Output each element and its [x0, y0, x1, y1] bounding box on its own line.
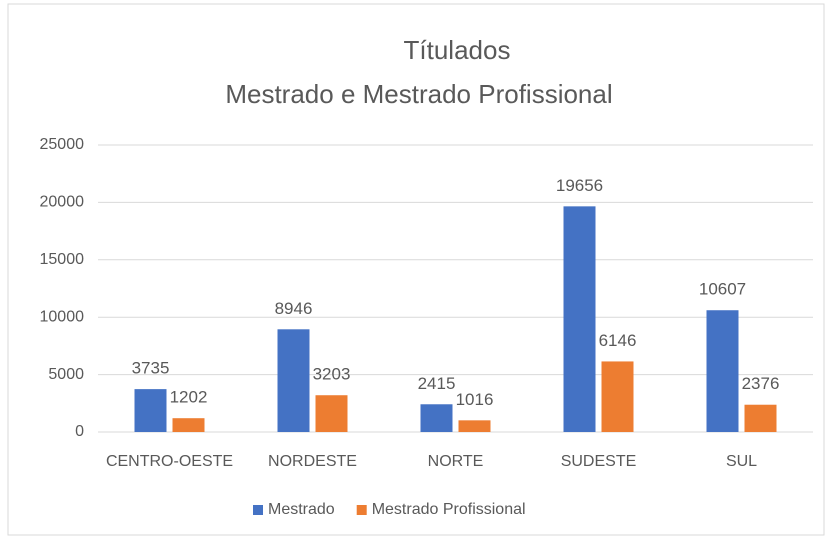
data-label: 6146 [599, 331, 637, 350]
data-label: 1202 [170, 388, 208, 407]
x-tick-label: NORTE [428, 453, 484, 470]
bar [744, 404, 777, 432]
legend-label: Mestrado Profissional [372, 501, 526, 518]
data-label: 10607 [699, 280, 746, 299]
x-tick-label: SUDESTE [561, 453, 637, 470]
legend-swatch [356, 505, 367, 515]
bar [563, 206, 596, 432]
bar [277, 329, 310, 432]
y-tick-label: 5000 [48, 366, 84, 383]
legend-label: Mestrado [268, 501, 335, 518]
chart-title: Títulados [404, 35, 511, 65]
y-tick-label: 25000 [40, 136, 85, 153]
data-label: 3203 [313, 365, 351, 384]
data-label: 2415 [418, 374, 456, 393]
bar [706, 310, 739, 432]
chart-border [7, 3, 825, 536]
data-label: 3735 [132, 359, 170, 378]
bar [172, 418, 205, 432]
x-tick-label: SUL [726, 453, 757, 470]
chart-subtitle: Mestrado e Mestrado Profissional [225, 79, 612, 109]
data-label: 2376 [742, 374, 780, 393]
bar [315, 395, 348, 432]
bar [601, 361, 634, 432]
bar [134, 389, 167, 432]
x-tick-label: NORDESTE [268, 453, 357, 470]
y-tick-label: 10000 [40, 308, 85, 325]
data-label: 19656 [556, 176, 603, 195]
y-tick-label: 0 [75, 423, 84, 440]
y-tick-label: 15000 [40, 251, 85, 268]
data-label: 1016 [456, 390, 494, 409]
data-label: 8946 [275, 299, 313, 318]
bar [458, 420, 491, 432]
x-tick-label: CENTRO-OESTE [106, 453, 233, 470]
bar [420, 404, 453, 432]
legend-swatch [253, 505, 263, 515]
y-tick-label: 20000 [40, 194, 85, 211]
